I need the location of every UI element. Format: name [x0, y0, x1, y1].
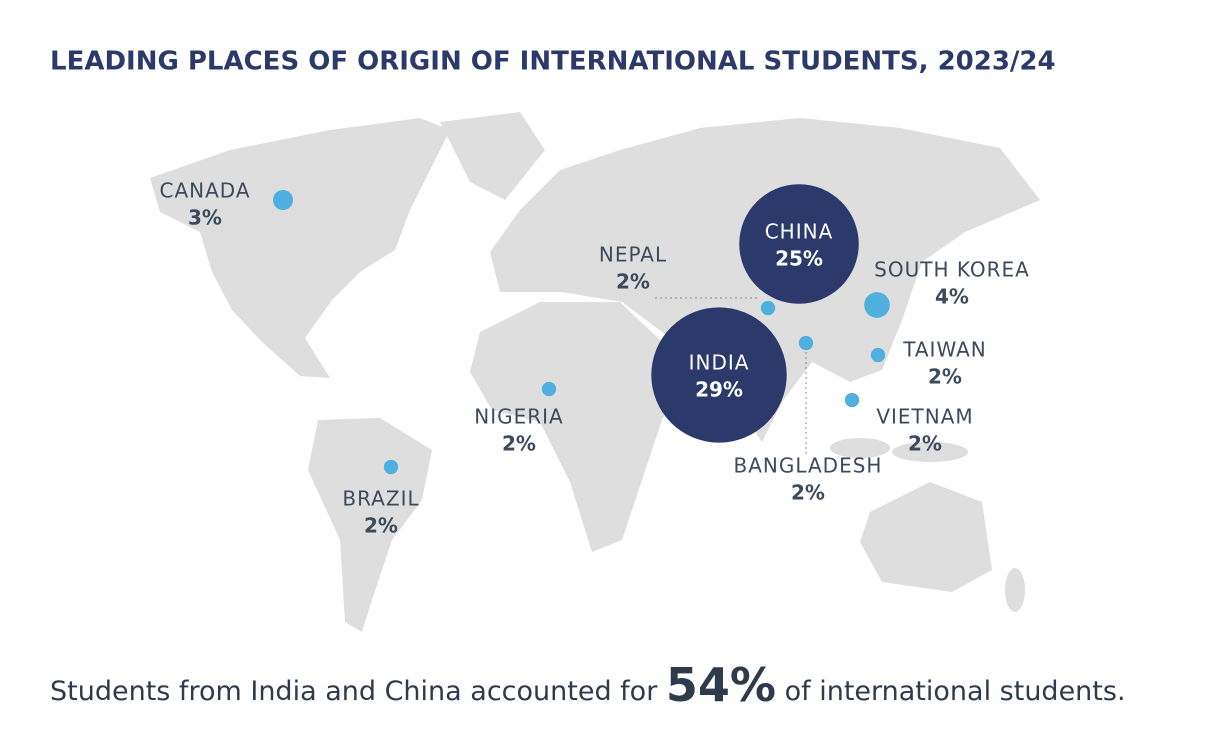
new-guinea	[892, 442, 968, 462]
indonesia	[830, 438, 890, 458]
place-name: TAIWAN	[902, 338, 987, 362]
north-america	[150, 118, 450, 378]
place-share: 4%	[935, 285, 969, 309]
africa	[470, 302, 692, 552]
place-share: 29%	[695, 378, 743, 402]
place-share: 2%	[908, 432, 942, 456]
place-name: BRAZIL	[342, 487, 419, 511]
footer-highlight: 54%	[666, 658, 776, 712]
bubble	[739, 184, 859, 304]
place-share: 2%	[364, 514, 398, 538]
footer-text: of international students.	[785, 676, 1126, 707]
japan	[892, 225, 908, 275]
bubble	[651, 307, 787, 443]
place-name: VIETNAM	[876, 405, 973, 429]
footer-text: Students from India and China accounted …	[50, 676, 658, 707]
south-america	[308, 418, 432, 632]
bubble	[864, 292, 890, 318]
place-name: CANADA	[159, 179, 250, 203]
footer: Students from India and China accounted …	[50, 658, 1126, 712]
place-name: SOUTH KOREA	[874, 258, 1030, 282]
bubble	[798, 335, 814, 351]
place-share: 2%	[791, 481, 825, 505]
place-share: 3%	[188, 206, 222, 230]
place-name: INDIA	[689, 351, 750, 375]
greenland	[440, 112, 545, 200]
bubble	[870, 347, 886, 363]
bubble	[272, 189, 294, 211]
bubble	[844, 392, 860, 408]
place-name: CHINA	[765, 220, 834, 244]
bubble	[541, 381, 557, 397]
bubble	[760, 300, 776, 316]
place-share: 25%	[775, 247, 823, 271]
place-share: 2%	[616, 270, 650, 294]
place-name: BANGLADESH	[734, 454, 883, 478]
place-share: 2%	[928, 365, 962, 389]
bubble	[383, 459, 399, 475]
title: LEADING PLACES OF ORIGIN OF INTERNATIONA…	[50, 47, 1056, 77]
australia	[860, 482, 992, 592]
place-share: 2%	[502, 432, 536, 456]
new-zealand	[1005, 568, 1025, 612]
place-name: NEPAL	[599, 243, 667, 267]
place-name: NIGERIA	[474, 405, 563, 429]
